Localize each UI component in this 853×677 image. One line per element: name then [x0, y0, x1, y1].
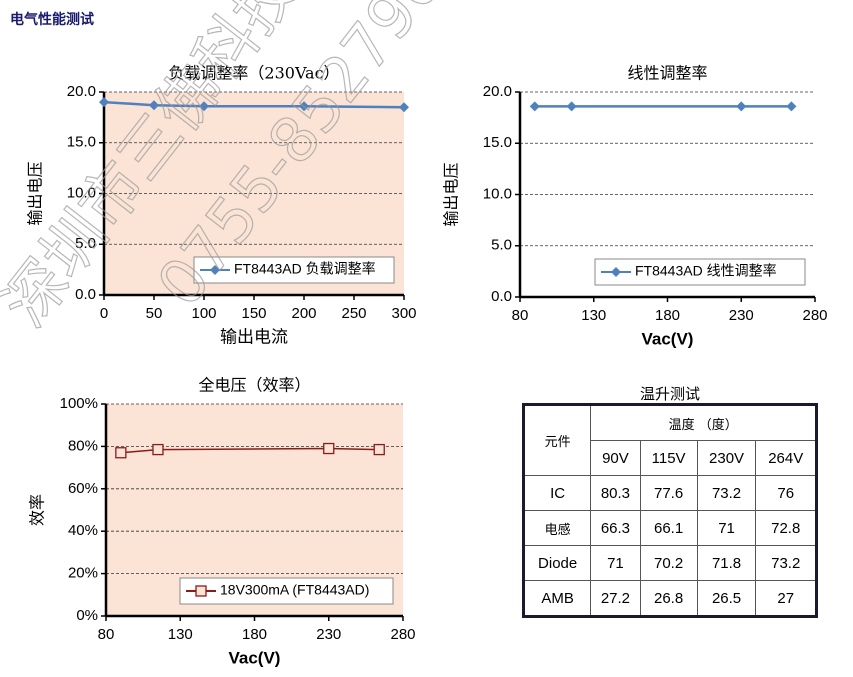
table-row: AMB 27.2 26.8 26.5 27 — [522, 580, 817, 617]
data-point — [611, 267, 621, 277]
x-tick-label: 250 — [341, 305, 366, 322]
table-cell: 26.8 — [639, 580, 698, 617]
y-tick-label: 15.0 — [67, 134, 96, 151]
column-header: 115V — [639, 440, 698, 476]
table-title: 温升测试 — [639, 385, 700, 403]
table-cell: 71.8 — [696, 545, 757, 581]
table-cell: 66.1 — [639, 510, 698, 546]
y-tick-label: 40% — [68, 522, 98, 539]
legend-label: FT8443AD 线性调整率 — [635, 263, 777, 279]
x-tick-label: 200 — [291, 305, 316, 322]
y-tick-label: 0% — [76, 607, 98, 624]
legend-label: FT8443AD 负载调整率 — [234, 261, 376, 277]
y-tick-label: 60% — [68, 480, 98, 497]
row-label: IC — [522, 475, 592, 511]
table: 温升测试 元件 温度 （度） 90V 115V 230V 264V IC 80.3 77.6… — [522, 383, 818, 618]
data-point — [99, 97, 109, 108]
x-axis-label: 输出电流 — [220, 328, 288, 348]
y-tick-label: 0.0 — [75, 286, 96, 303]
table-cell: 72.8 — [755, 510, 817, 546]
x-tick-label: 0 — [100, 305, 108, 322]
table-cell: 71 — [696, 510, 757, 546]
y-tick-label: 20.0 — [483, 83, 512, 100]
chart-title: 全电压（效率） — [198, 376, 310, 395]
y-axis-label: 输出电压 — [26, 161, 45, 225]
data-point — [115, 447, 127, 459]
table-cell: 70.2 — [639, 545, 698, 581]
x-tick-label: 230 — [729, 307, 754, 324]
table-cell: 80.3 — [590, 475, 641, 511]
y-tick-label: 15.0 — [483, 134, 512, 151]
y-tick-label: 100% — [60, 395, 98, 412]
chart-title: 负载调整率（230Vac） — [168, 64, 339, 83]
table-cell: 77.6 — [639, 475, 698, 511]
row-label: 电感 — [522, 510, 592, 546]
y-tick-label: 10.0 — [483, 185, 512, 202]
table-cell: 27 — [755, 580, 817, 617]
data-point — [195, 585, 207, 597]
x-tick-label: 150 — [241, 305, 266, 322]
x-tick-label: 80 — [98, 626, 115, 643]
x-axis-label: Vac(V) — [642, 329, 694, 348]
data-point — [299, 101, 309, 112]
x-tick-label: 130 — [168, 626, 193, 643]
table-cell: 71 — [590, 545, 641, 581]
table-cell: 66.3 — [590, 510, 641, 546]
table-cell: 73.2 — [755, 545, 817, 581]
row-header: 元件 — [522, 404, 592, 476]
page-title: 电气性能测试 — [10, 11, 94, 28]
y-tick-label: 5.0 — [491, 237, 512, 254]
table-cell: 73.2 — [696, 475, 757, 511]
row-label: AMB — [522, 580, 592, 617]
y-axis-label: 输出电压 — [442, 162, 461, 226]
data-point — [149, 100, 159, 111]
x-tick-label: 280 — [802, 307, 827, 324]
data-point — [152, 443, 164, 456]
x-tick-label: 100 — [191, 305, 216, 322]
y-tick-label: 10.0 — [67, 184, 96, 201]
x-tick-label: 130 — [581, 307, 606, 324]
legend-label: 18V300mA (FT8443AD) — [220, 582, 369, 598]
series-line — [120, 447, 380, 454]
row-label: Diode — [522, 545, 592, 581]
x-axis-label: Vac(V) — [229, 648, 281, 667]
table-row: Diode 71 70.2 71.8 73.2 — [522, 545, 817, 581]
data-point — [323, 442, 335, 455]
y-tick-label: 5.0 — [75, 235, 96, 252]
column-header: 264V — [755, 440, 817, 476]
table-cell: 76 — [755, 475, 817, 511]
column-header: 90V — [590, 440, 641, 476]
y-tick-label: 20.0 — [67, 83, 96, 100]
data-point — [736, 101, 747, 112]
data-point — [199, 101, 209, 112]
x-tick-label: 230 — [316, 626, 341, 643]
x-tick-label: 180 — [242, 626, 267, 643]
x-tick-label: 50 — [146, 305, 163, 322]
x-tick-label: 280 — [390, 626, 415, 643]
table-grid: 元件 温度 （度） 90V 115V 230V 264V IC 80.3 77.6 73.2 7… — [522, 403, 818, 618]
table-cell: 26.5 — [696, 580, 757, 617]
data-point — [529, 101, 540, 112]
column-header: 230V — [696, 440, 757, 476]
x-tick-label: 80 — [512, 307, 529, 324]
data-point — [786, 101, 797, 112]
data-point — [566, 101, 577, 112]
x-tick-label: 300 — [391, 305, 416, 322]
y-tick-label: 20% — [68, 565, 98, 582]
table-row: IC 80.3 77.6 73.2 76 — [522, 475, 817, 511]
y-axis-label: 效率 — [28, 494, 47, 526]
table-row: 电感 66.3 66.1 71 72.8 — [522, 510, 817, 546]
data-point — [210, 265, 220, 275]
chart-title: 线性调整率 — [627, 64, 707, 83]
x-tick-label: 180 — [655, 307, 680, 324]
group-header: 温度 （度） — [590, 404, 817, 441]
y-tick-label: 80% — [68, 437, 98, 454]
y-tick-label: 0.0 — [491, 288, 512, 305]
data-point — [373, 443, 385, 456]
data-point — [399, 102, 409, 113]
table-cell: 27.2 — [590, 580, 641, 617]
